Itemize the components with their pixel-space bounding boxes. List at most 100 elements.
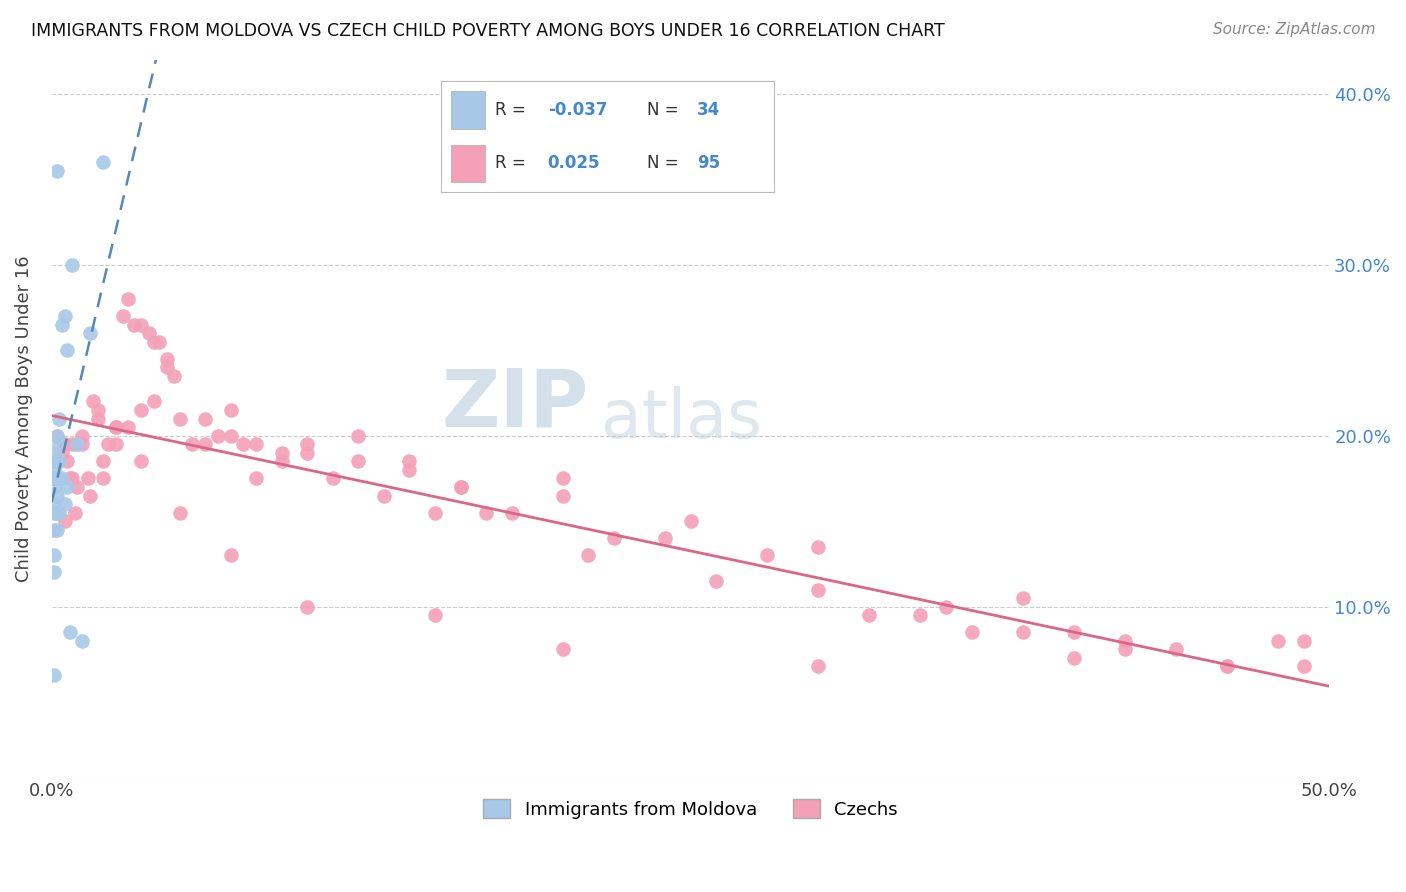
Point: [66, 437, 89, 451]
Point: [122, 318, 145, 332]
Point: [44, 446, 66, 460]
Point: [72, 633, 94, 648]
Point: [207, 428, 229, 442]
Point: [322, 471, 344, 485]
Point: [232, 437, 254, 451]
Point: [1114, 633, 1136, 648]
Point: [297, 599, 319, 614]
Point: [60, 437, 83, 451]
Point: [44, 497, 66, 511]
Point: [679, 514, 702, 528]
Point: [297, 446, 319, 460]
Point: [551, 471, 574, 485]
Point: [104, 420, 127, 434]
Point: [60, 258, 83, 272]
Point: [807, 582, 830, 597]
Point: [1063, 625, 1085, 640]
Point: [79, 488, 101, 502]
Point: [245, 437, 267, 451]
Point: [45, 428, 67, 442]
Point: [129, 318, 152, 332]
Point: [44, 506, 66, 520]
Point: [59, 471, 82, 485]
Legend: Immigrants from Moldova, Czechs: Immigrants from Moldova, Czechs: [475, 792, 905, 826]
Text: Source: ZipAtlas.com: Source: ZipAtlas.com: [1212, 22, 1375, 37]
Point: [56, 454, 79, 468]
Point: [53, 309, 76, 323]
Point: [51, 446, 73, 460]
Point: [45, 454, 67, 468]
Point: [156, 360, 179, 375]
Point: [91, 471, 114, 485]
Point: [91, 454, 114, 468]
Point: [450, 480, 472, 494]
Point: [501, 506, 523, 520]
Point: [104, 437, 127, 451]
Point: [112, 309, 135, 323]
Point: [169, 411, 191, 425]
Point: [129, 454, 152, 468]
Point: [181, 437, 204, 451]
Point: [576, 549, 599, 563]
Point: [858, 608, 880, 623]
Point: [56, 343, 79, 358]
Point: [1063, 651, 1085, 665]
Point: [44, 471, 66, 485]
Point: [44, 480, 66, 494]
Point: [219, 549, 242, 563]
Point: [960, 625, 983, 640]
Point: [1292, 659, 1315, 673]
Point: [450, 480, 472, 494]
Point: [44, 566, 66, 580]
Point: [297, 437, 319, 451]
Point: [756, 549, 779, 563]
Point: [66, 437, 89, 451]
Point: [53, 514, 76, 528]
Point: [63, 506, 86, 520]
Point: [163, 368, 186, 383]
Point: [1164, 642, 1187, 657]
Point: [51, 471, 73, 485]
Point: [45, 471, 67, 485]
Point: [398, 463, 420, 477]
Point: [72, 428, 94, 442]
Point: [45, 488, 67, 502]
Point: [1011, 625, 1033, 640]
Point: [398, 454, 420, 468]
Point: [603, 531, 626, 545]
Point: [129, 403, 152, 417]
Point: [59, 625, 82, 640]
Text: IMMIGRANTS FROM MOLDOVA VS CZECH CHILD POVERTY AMONG BOYS UNDER 16 CORRELATION C: IMMIGRANTS FROM MOLDOVA VS CZECH CHILD P…: [31, 22, 945, 40]
Point: [1216, 659, 1239, 673]
Point: [219, 428, 242, 442]
Point: [156, 351, 179, 366]
Point: [60, 471, 83, 485]
Point: [45, 428, 67, 442]
Point: [807, 540, 830, 554]
Point: [347, 454, 370, 468]
Point: [66, 480, 89, 494]
Point: [704, 574, 727, 588]
Point: [51, 318, 73, 332]
Point: [1267, 633, 1289, 648]
Point: [219, 403, 242, 417]
Point: [87, 411, 110, 425]
Point: [45, 163, 67, 178]
Point: [45, 506, 67, 520]
Point: [53, 497, 76, 511]
Point: [423, 608, 446, 623]
Point: [910, 608, 932, 623]
Point: [72, 437, 94, 451]
Y-axis label: Child Poverty Among Boys Under 16: Child Poverty Among Boys Under 16: [15, 255, 32, 582]
Point: [48, 411, 70, 425]
Point: [194, 411, 217, 425]
Point: [148, 334, 170, 349]
Point: [82, 394, 104, 409]
Point: [935, 599, 957, 614]
Point: [44, 523, 66, 537]
Point: [44, 454, 66, 468]
Point: [1292, 633, 1315, 648]
Point: [423, 506, 446, 520]
Point: [245, 471, 267, 485]
Text: ZIP: ZIP: [441, 365, 588, 443]
